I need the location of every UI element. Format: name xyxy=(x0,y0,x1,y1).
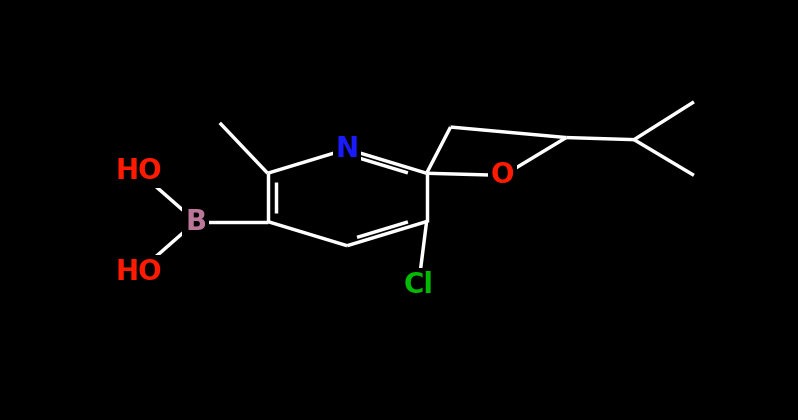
Text: O: O xyxy=(491,161,514,189)
Text: Cl: Cl xyxy=(404,270,433,299)
Text: N: N xyxy=(336,135,358,163)
Text: HO: HO xyxy=(115,157,162,185)
Text: HO: HO xyxy=(115,258,162,286)
Text: B: B xyxy=(185,207,207,236)
